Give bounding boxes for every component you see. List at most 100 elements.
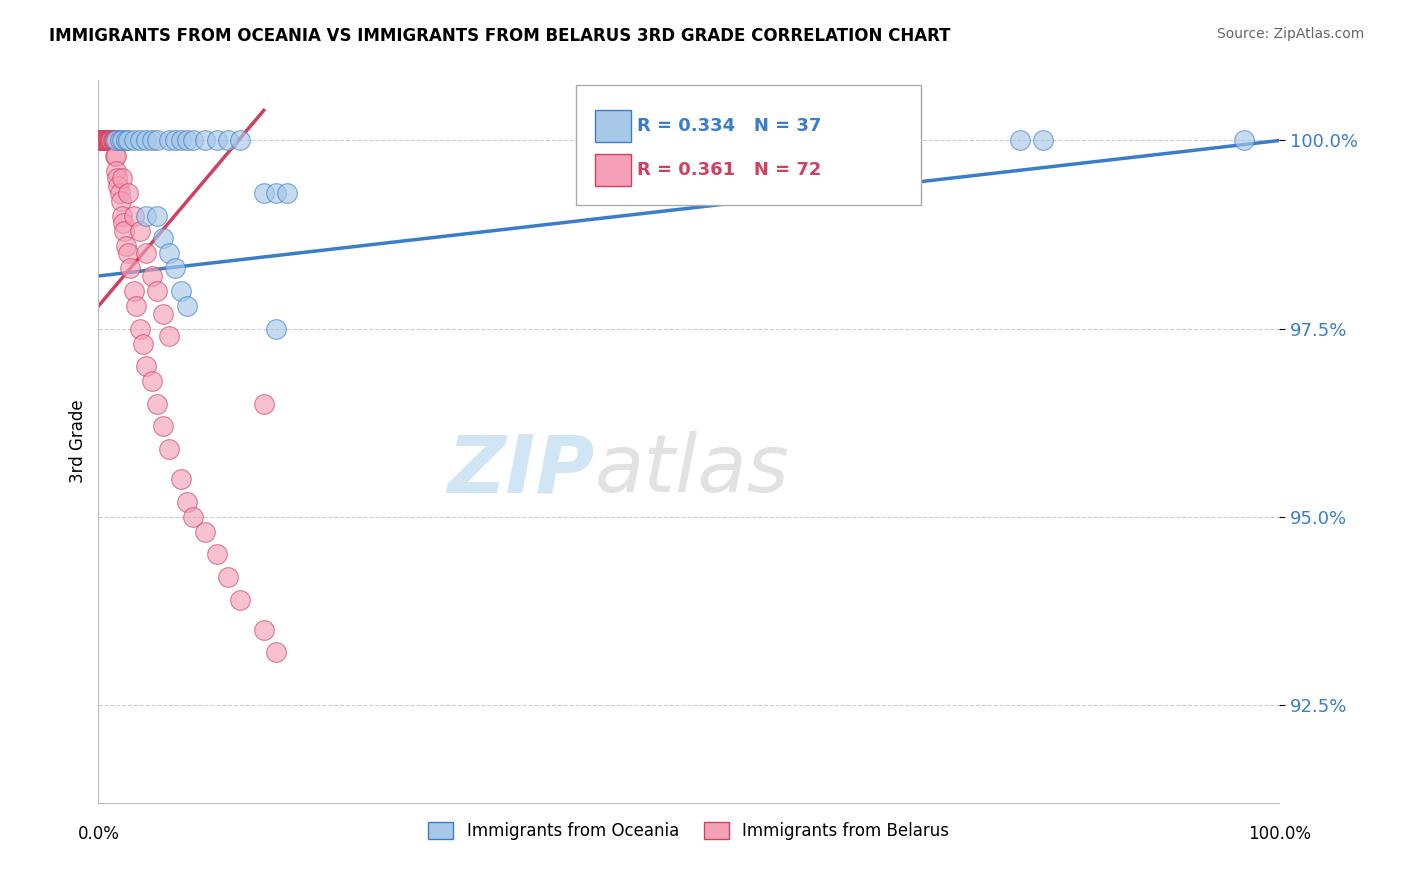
Point (91, 133, 114, 147)
Point (890, 133, 912, 147)
Point (105, 148, 128, 162)
Point (264, 645, 287, 659)
Point (205, 133, 228, 147)
Point (165, 133, 187, 147)
Point (107, 178, 129, 193)
Point (93, 133, 115, 147)
Point (141, 268, 163, 283)
Point (1032, 133, 1054, 147)
Point (100, 133, 122, 147)
Point (122, 284, 145, 298)
Point (141, 374, 163, 388)
Point (97, 133, 120, 147)
Point (855, 133, 877, 147)
Point (93, 133, 115, 147)
Text: 0.0%: 0.0% (77, 825, 120, 843)
Point (93, 133, 115, 147)
Point (112, 216, 135, 230)
Point (100, 133, 122, 147)
Point (103, 133, 125, 147)
Point (157, 329, 180, 343)
Point (108, 186, 131, 201)
Point (181, 509, 204, 524)
Point (91, 133, 114, 147)
Point (176, 299, 198, 313)
Point (111, 171, 134, 186)
Point (101, 133, 124, 147)
Point (146, 284, 169, 298)
Point (229, 592, 252, 607)
Point (831, 133, 853, 147)
Point (114, 239, 136, 253)
Point (111, 133, 134, 147)
Point (90, 133, 112, 147)
Point (135, 359, 157, 374)
Point (170, 284, 193, 298)
Point (135, 133, 157, 147)
Point (176, 133, 198, 147)
Point (170, 133, 193, 147)
Text: 100.0%: 100.0% (1249, 825, 1310, 843)
Point (122, 133, 145, 147)
Point (105, 163, 128, 178)
Point (98, 133, 121, 147)
Point (157, 442, 180, 456)
Point (90, 133, 112, 147)
Point (796, 133, 818, 147)
Point (1233, 133, 1256, 147)
Point (205, 548, 228, 562)
Point (194, 133, 217, 147)
Point (91, 133, 114, 147)
Point (132, 336, 155, 351)
Point (217, 133, 239, 147)
Point (91, 133, 114, 147)
Point (125, 299, 148, 313)
Point (141, 133, 163, 147)
Point (128, 133, 150, 147)
Point (91, 133, 114, 147)
Point (152, 419, 174, 434)
Point (117, 246, 139, 260)
Text: IMMIGRANTS FROM OCEANIA VS IMMIGRANTS FROM BELARUS 3RD GRADE CORRELATION CHART: IMMIGRANTS FROM OCEANIA VS IMMIGRANTS FR… (49, 27, 950, 45)
Point (96, 133, 118, 147)
Point (157, 246, 180, 260)
Text: ZIP: ZIP (447, 432, 595, 509)
Point (98, 133, 121, 147)
Point (176, 494, 198, 508)
Point (135, 246, 157, 260)
Point (111, 209, 134, 223)
Point (112, 224, 135, 238)
Point (91, 133, 114, 147)
Point (117, 186, 139, 201)
Point (108, 133, 131, 147)
Point (101, 133, 124, 147)
Point (120, 261, 142, 276)
Point (93, 133, 115, 147)
Point (135, 209, 157, 223)
Y-axis label: 3rd Grade: 3rd Grade (69, 400, 87, 483)
Point (264, 186, 287, 201)
Point (98, 133, 121, 147)
Point (117, 133, 139, 147)
Point (152, 231, 174, 245)
Point (110, 194, 132, 208)
Point (114, 133, 136, 147)
Point (194, 524, 217, 539)
Point (253, 186, 276, 201)
Point (1008, 133, 1031, 147)
Point (98, 133, 121, 147)
Point (94, 133, 117, 147)
Point (146, 397, 169, 411)
Point (94, 133, 117, 147)
Point (105, 171, 128, 186)
Text: atlas: atlas (595, 432, 789, 509)
Point (157, 133, 180, 147)
Legend: Immigrants from Oceania, Immigrants from Belarus: Immigrants from Oceania, Immigrants from… (420, 814, 957, 848)
Point (122, 209, 145, 223)
Point (146, 133, 169, 147)
Text: R = 0.361   N = 72: R = 0.361 N = 72 (637, 161, 821, 179)
Point (90, 133, 112, 147)
Point (128, 224, 150, 238)
Point (165, 261, 187, 276)
Point (152, 307, 174, 321)
